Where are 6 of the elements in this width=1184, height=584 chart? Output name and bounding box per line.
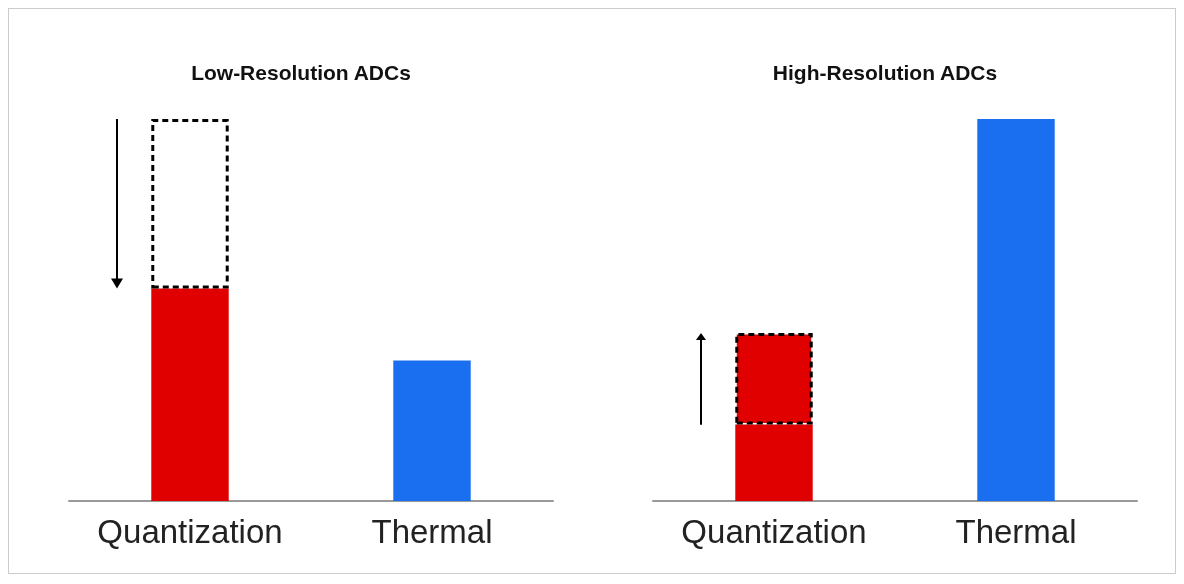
x-tick-label: Thermal (371, 513, 493, 550)
x-tick-label: Quantization (681, 513, 867, 550)
chart-title: Low-Resolution ADCs (191, 61, 411, 84)
x-tick-label: Thermal (955, 513, 1077, 550)
x-tick-label: Quantization (97, 513, 283, 550)
chart-title: High-Resolution ADCs (772, 61, 998, 84)
